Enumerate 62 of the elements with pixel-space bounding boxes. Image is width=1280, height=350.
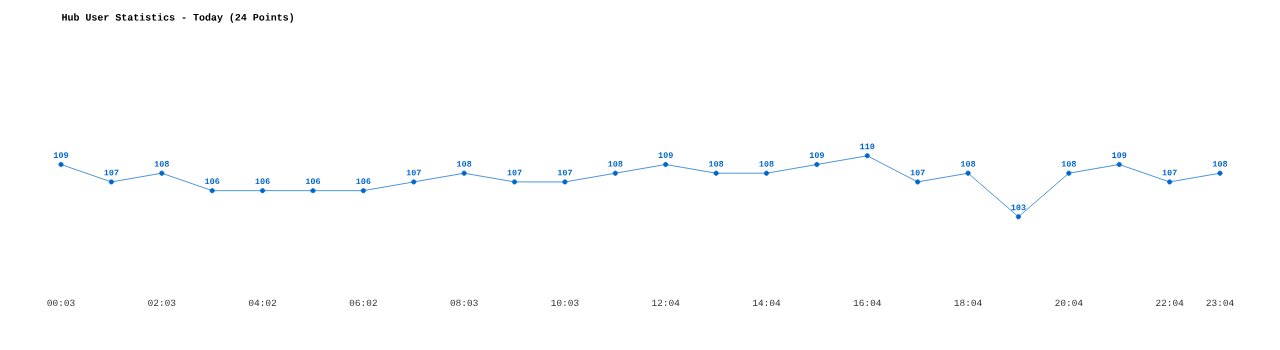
- x-tick-label: 00:03: [47, 299, 75, 307]
- x-tick-label: 06:02: [349, 299, 377, 307]
- point: [209, 188, 215, 194]
- x-tick-label: 10:03: [551, 299, 579, 307]
- data-label: 108: [608, 160, 623, 167]
- data-label: 109: [1112, 152, 1127, 158]
- data-label: 108: [457, 160, 472, 167]
- point: [864, 153, 870, 159]
- x-tick-label: 14:04: [752, 299, 781, 307]
- point: [1066, 170, 1072, 176]
- data-label: 108: [154, 160, 169, 167]
- x-tick-label: 08:03: [450, 299, 478, 307]
- point: [612, 170, 618, 176]
- x-tick-label: 12:04: [652, 299, 680, 307]
- data-label: 106: [305, 178, 321, 185]
- point: [713, 170, 719, 176]
- point: [58, 161, 64, 168]
- point: [763, 170, 770, 176]
- data-label: 107: [1162, 169, 1177, 176]
- x-tick-label: 02:03: [148, 299, 176, 307]
- data-label: 108: [709, 160, 724, 167]
- point: [260, 188, 266, 194]
- x-tick-label: 16:04: [853, 299, 881, 307]
- x-tick-label: 18:04: [954, 299, 982, 307]
- data-label: 108: [961, 160, 976, 167]
- point: [461, 170, 467, 176]
- data-label: 109: [809, 152, 824, 158]
- point: [159, 170, 165, 176]
- point: [310, 188, 316, 194]
- data-label: 107: [557, 169, 572, 176]
- data-label: 106: [255, 178, 270, 185]
- point: [411, 179, 417, 185]
- point: [1167, 179, 1173, 185]
- point: [663, 161, 669, 168]
- data-label: 106: [356, 178, 371, 185]
- data-label: 108: [1212, 160, 1228, 167]
- chart-title: Hub User Statistics - Today (24 Points): [62, 13, 293, 23]
- data-label: 109: [658, 152, 673, 158]
- data-label: 108: [1061, 160, 1076, 167]
- x-tick-label: 23:04: [1206, 299, 1234, 307]
- point: [814, 161, 820, 168]
- data-label: 107: [406, 169, 421, 176]
- point: [965, 170, 971, 176]
- data-label: 103: [1011, 204, 1026, 211]
- data-label: 109: [53, 152, 69, 158]
- point: [915, 179, 921, 185]
- data-label: 108: [759, 160, 774, 167]
- data-label: 107: [910, 169, 925, 176]
- x-tick-label: 22:04: [1156, 299, 1184, 307]
- point: [108, 179, 114, 185]
- data-label: 110: [860, 143, 875, 150]
- x-tick-label: 04:02: [248, 299, 277, 307]
- x-tick-label: 20:04: [1055, 299, 1083, 307]
- point: [511, 179, 518, 185]
- point: [1217, 170, 1223, 176]
- point: [1116, 161, 1122, 168]
- data-label: 106: [205, 178, 220, 185]
- point: [1015, 214, 1021, 220]
- point: [360, 188, 366, 194]
- point: [562, 179, 568, 185]
- data-label: 107: [104, 169, 119, 176]
- data-label: 107: [507, 169, 522, 176]
